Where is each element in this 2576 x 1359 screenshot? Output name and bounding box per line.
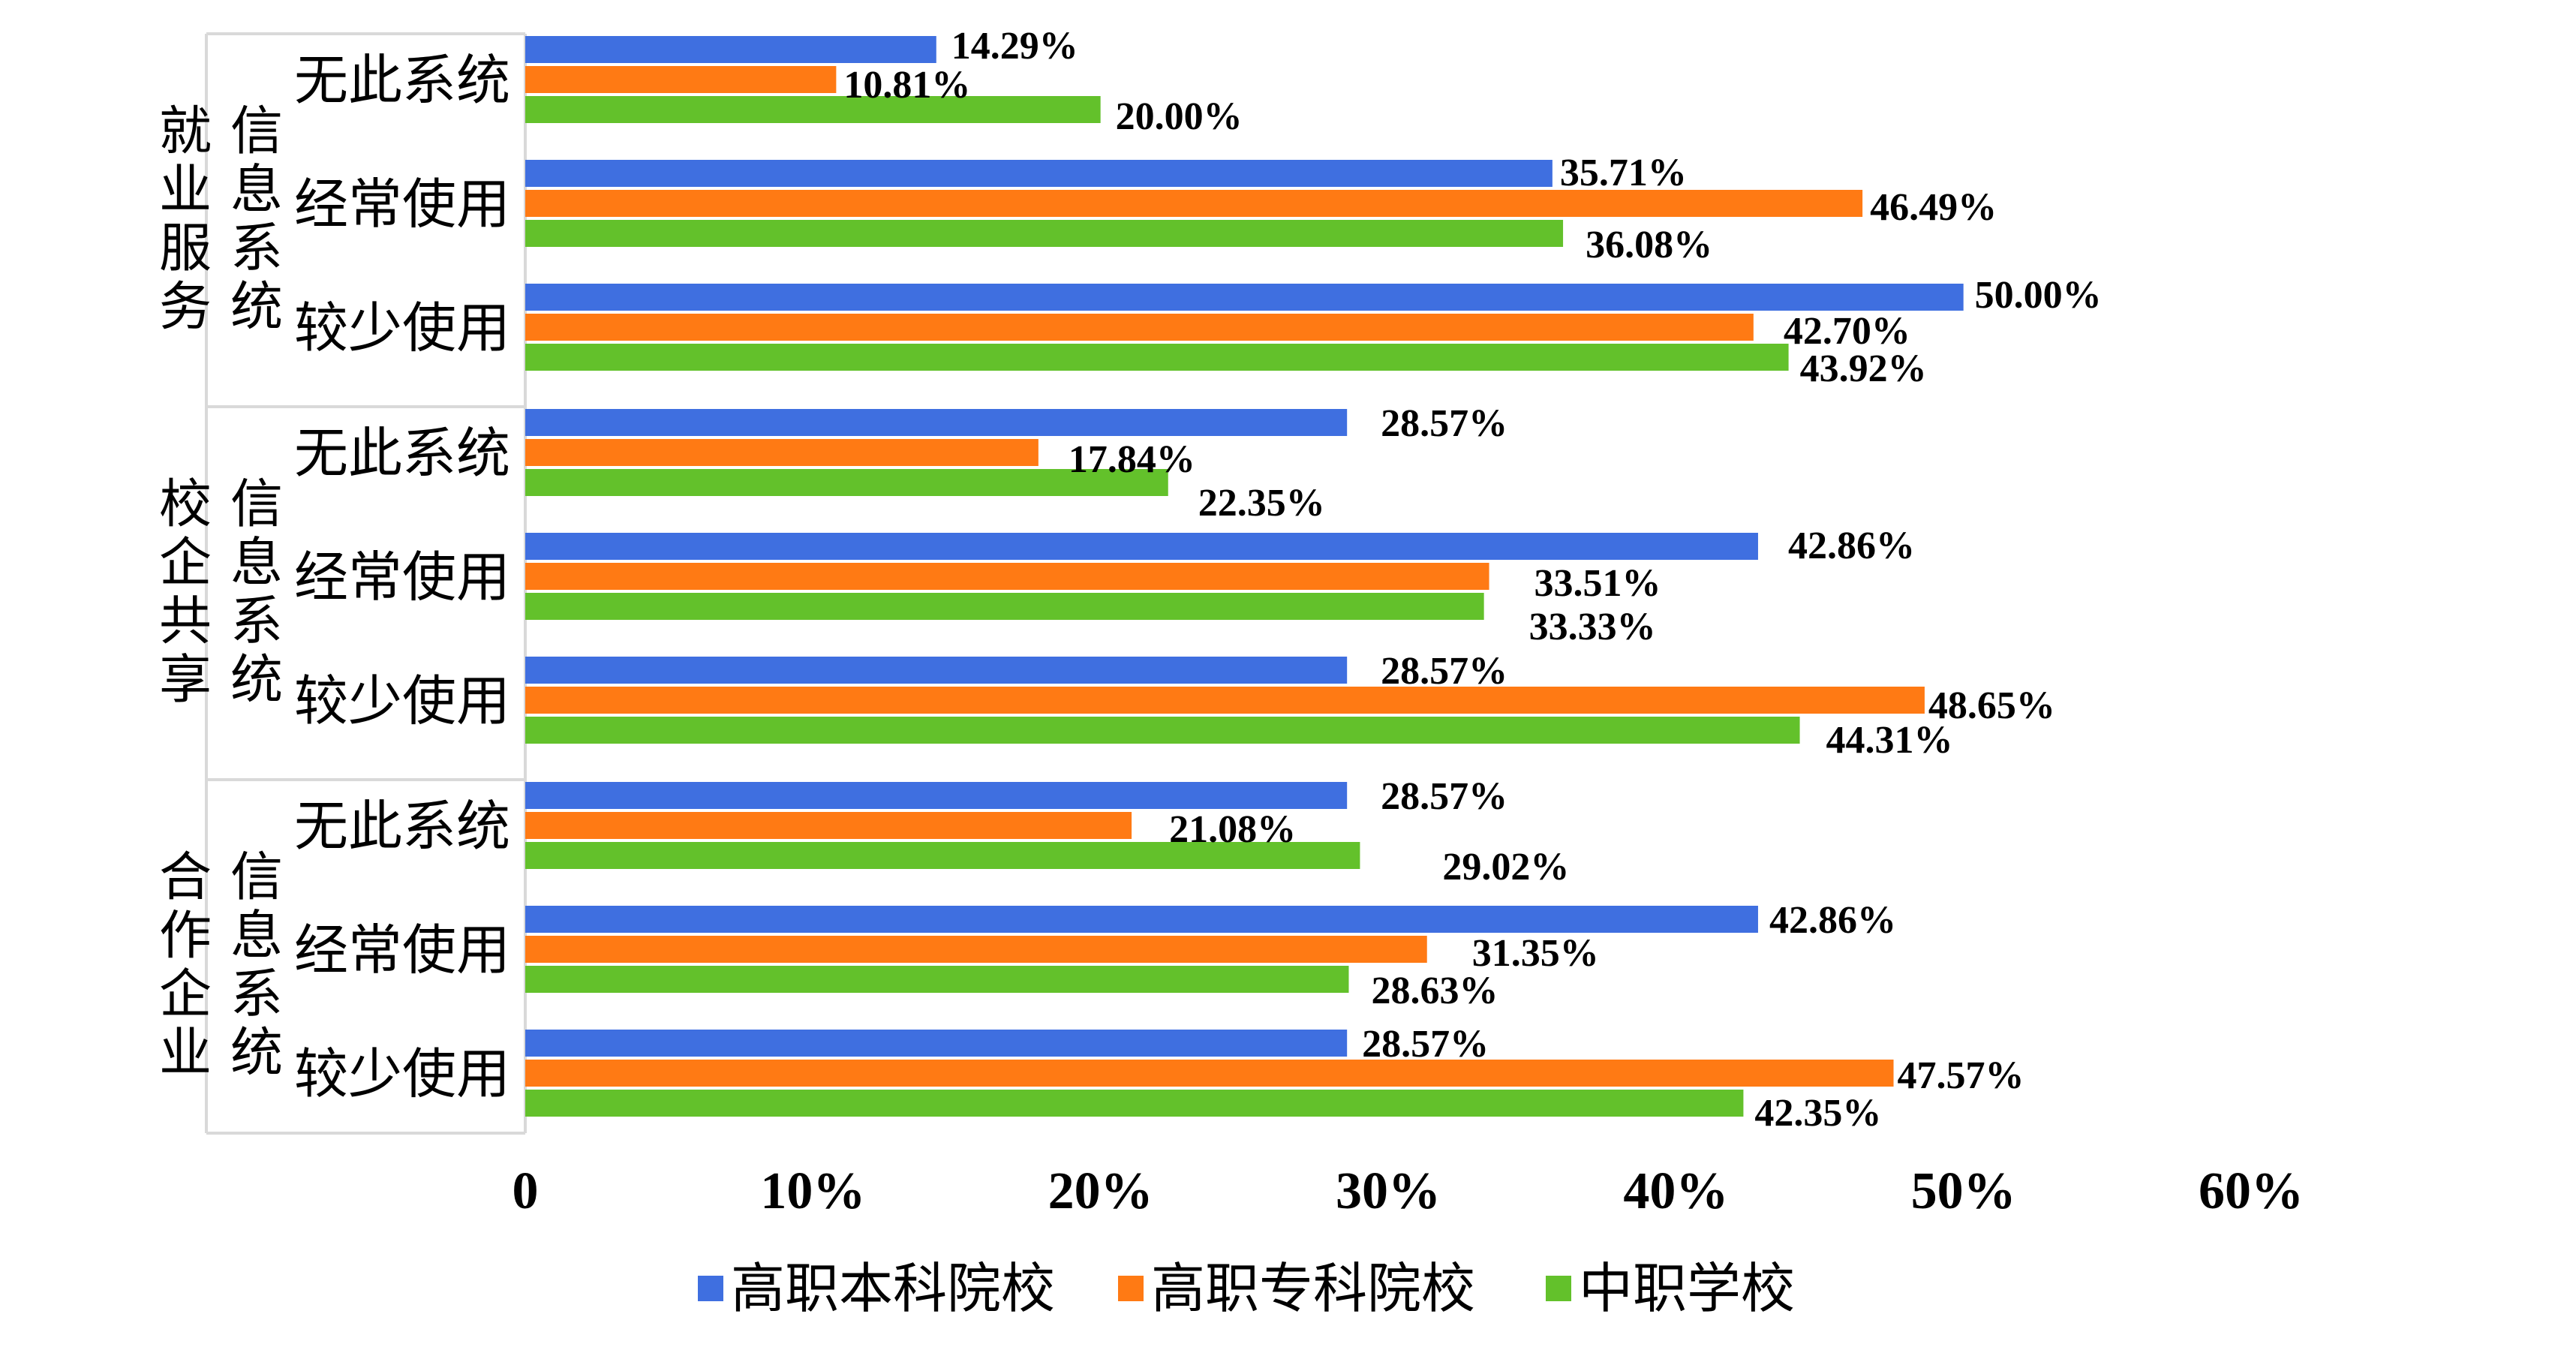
data-label: 17.84% bbox=[1069, 438, 1195, 481]
bar bbox=[525, 469, 1168, 496]
x-tick-label: 10% bbox=[760, 1162, 865, 1220]
category-label: 较少使用 bbox=[294, 1042, 510, 1105]
bar bbox=[525, 1030, 1348, 1057]
category-label: 经常使用 bbox=[294, 546, 510, 609]
data-label: 33.33% bbox=[1529, 606, 1656, 648]
group-label: 信息系统 bbox=[230, 100, 283, 337]
data-label: 14.29% bbox=[951, 25, 1078, 68]
category-label: 经常使用 bbox=[294, 173, 510, 236]
x-tick-label: 50% bbox=[1911, 1162, 2016, 1220]
data-label: 22.35% bbox=[1198, 482, 1325, 525]
data-label: 35.71% bbox=[1560, 152, 1687, 194]
bar bbox=[525, 344, 1789, 371]
data-label: 36.08% bbox=[1586, 224, 1712, 266]
bar bbox=[525, 160, 1553, 187]
category-label: 经常使用 bbox=[294, 919, 510, 982]
bar bbox=[525, 190, 1863, 217]
data-label: 42.35% bbox=[1754, 1092, 1881, 1135]
x-tick-label: 0 bbox=[512, 1162, 539, 1220]
bar bbox=[525, 1060, 1894, 1087]
data-label: 28.63% bbox=[1371, 970, 1498, 1012]
data-label: 50.00% bbox=[1975, 274, 2102, 317]
x-tick-label: 20% bbox=[1048, 1162, 1153, 1220]
group-label: 校企共享 bbox=[159, 473, 212, 710]
data-label: 28.57% bbox=[1381, 650, 1507, 693]
data-label: 43.92% bbox=[1800, 347, 1927, 390]
data-label: 44.31% bbox=[1826, 719, 1953, 762]
category-axis: 就业服务信息系统无此系统经常使用较少使用校企共享信息系统无此系统经常使用较少使用… bbox=[159, 49, 510, 1105]
legend-label: 高职本科院校 bbox=[731, 1257, 1055, 1320]
data-labels: 14.29%10.81% 20.00% 35.71% 46.49% 36.08% 50.0… bbox=[843, 25, 2101, 1135]
bar bbox=[525, 36, 936, 63]
x-tick-label: 30% bbox=[1336, 1162, 1441, 1220]
x-tick-label: 60% bbox=[2199, 1162, 2304, 1220]
data-label: 28.57% bbox=[1381, 775, 1507, 818]
data-label: 48.65% bbox=[1928, 684, 2055, 727]
x-tick-label: 40% bbox=[1623, 1162, 1728, 1220]
legend-swatch bbox=[1118, 1276, 1144, 1301]
group-label: 就业服务 bbox=[159, 100, 212, 337]
bar bbox=[525, 439, 1039, 466]
value-axis: 0 10% 20% 30% 40% 50% 60% bbox=[512, 1162, 2304, 1220]
legend-label: 中职学校 bbox=[1579, 1257, 1795, 1320]
data-label: 42.86% bbox=[1788, 525, 1915, 567]
bar bbox=[525, 812, 1132, 839]
data-label: 20.00% bbox=[1116, 95, 1243, 138]
bar bbox=[525, 906, 1758, 933]
category-label: 较少使用 bbox=[294, 669, 510, 732]
bar bbox=[525, 284, 1964, 311]
bar bbox=[525, 533, 1758, 560]
data-label: 21.08% bbox=[1169, 808, 1296, 851]
bar bbox=[525, 220, 1564, 247]
category-label: 无此系统 bbox=[294, 795, 510, 858]
bar bbox=[525, 936, 1427, 963]
group-label: 信息系统 bbox=[230, 846, 283, 1083]
data-label: 31.35% bbox=[1472, 932, 1599, 975]
category-label: 无此系统 bbox=[294, 422, 510, 485]
bar bbox=[525, 842, 1360, 869]
data-label: 28.57% bbox=[1381, 402, 1507, 445]
bar bbox=[525, 687, 1925, 714]
data-label: 47.57% bbox=[1898, 1054, 2024, 1097]
data-label: 10.81% bbox=[843, 64, 970, 107]
bar bbox=[525, 782, 1348, 809]
bar bbox=[525, 593, 1484, 620]
bar bbox=[525, 657, 1348, 684]
data-label: 46.49% bbox=[1870, 186, 1997, 229]
bar bbox=[525, 96, 1101, 123]
legend-label: 高职专科院校 bbox=[1151, 1257, 1475, 1320]
data-label: 42.70% bbox=[1784, 310, 1910, 353]
bar bbox=[525, 717, 1800, 744]
data-label: 29.02% bbox=[1442, 846, 1569, 888]
group-label: 合作企业 bbox=[159, 846, 212, 1083]
data-label: 28.57% bbox=[1362, 1023, 1489, 1066]
data-label: 33.51% bbox=[1534, 562, 1661, 605]
data-label: 42.86% bbox=[1769, 899, 1896, 942]
group-label: 信息系统 bbox=[230, 473, 283, 710]
legend: 高职本科院校 高职专科院校 中职学校 bbox=[698, 1257, 1795, 1320]
category-label: 较少使用 bbox=[294, 296, 510, 359]
bar bbox=[525, 563, 1489, 590]
bar bbox=[525, 966, 1349, 993]
bar bbox=[525, 314, 1754, 341]
bar bbox=[525, 66, 837, 93]
legend-swatch bbox=[698, 1276, 723, 1301]
bar bbox=[525, 1090, 1744, 1117]
category-label: 无此系统 bbox=[294, 49, 510, 112]
bar bbox=[525, 409, 1348, 436]
bars bbox=[525, 36, 1964, 1117]
legend-swatch bbox=[1546, 1276, 1571, 1301]
